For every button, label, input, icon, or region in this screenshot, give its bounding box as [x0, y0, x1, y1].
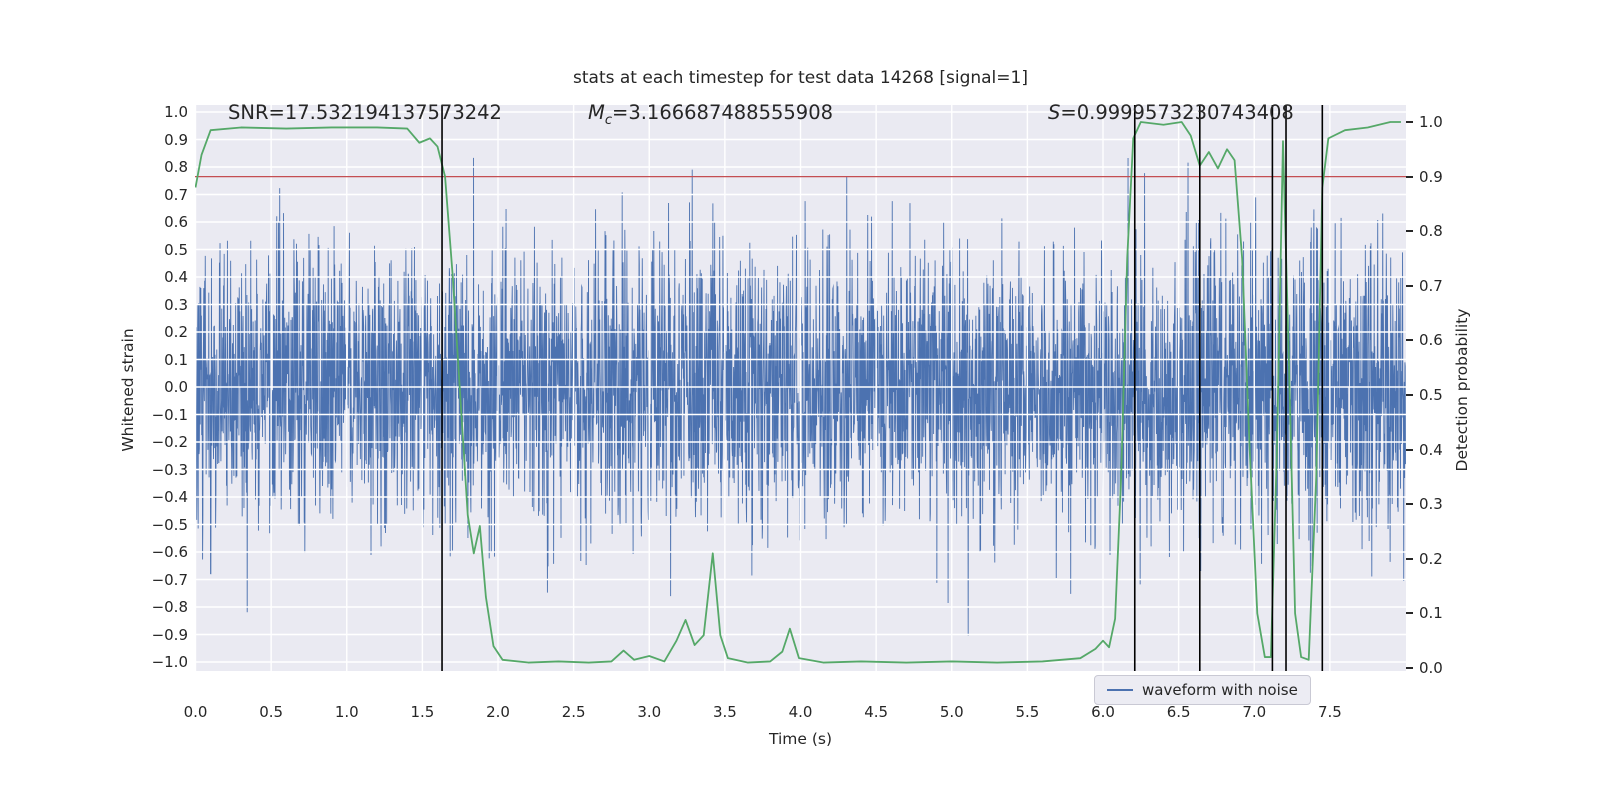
y-tick-label-left: −0.3 [151, 460, 188, 479]
annotation-snr: SNR=17.532194137573242 [228, 101, 502, 124]
y-tick-label-right: 0.9 [1419, 167, 1443, 186]
y-tick-label-left: 0.8 [164, 158, 188, 176]
y-tick-label-left: −0.5 [151, 515, 188, 534]
legend: waveform with noise [1094, 675, 1311, 705]
right-tick-mark [1406, 284, 1413, 287]
y-tick-label-right: 0.8 [1419, 222, 1443, 241]
x-tick-label: 0.0 [183, 703, 208, 721]
y-tick-label-left: 0.5 [164, 240, 188, 259]
plot-canvas [195, 105, 1406, 671]
y-tick-label-left: −1.0 [151, 653, 188, 671]
y-tick-label-right: 0.1 [1419, 604, 1443, 623]
x-axis-label: Time (s) [768, 730, 833, 748]
annotation-mc-symbol: M [588, 101, 605, 124]
legend-line-sample [1107, 689, 1133, 691]
x-tick-label: 5.0 [939, 703, 964, 721]
y-tick-label-left: 0.1 [164, 350, 188, 369]
y-tick-label-right: 0.3 [1419, 495, 1443, 514]
y-tick-label-left: −0.7 [151, 570, 188, 589]
x-tick-label: 7.0 [1242, 703, 1267, 721]
x-tick-label: 4.5 [864, 703, 889, 721]
x-tick-label: 5.5 [1015, 703, 1040, 721]
y-tick-label-left: 0.9 [164, 130, 188, 149]
right-tick-mark [1406, 448, 1413, 451]
y-tick-label-right: 1.0 [1419, 113, 1443, 131]
annotation-mc-value: =3.166687488555908 [611, 101, 834, 124]
y-tick-label-left: −0.8 [151, 598, 188, 616]
y-tick-label-left: 0.3 [164, 295, 188, 314]
x-tick-label: 6.5 [1166, 703, 1191, 721]
right-tick-mark [1406, 394, 1413, 396]
right-tick-mark [1406, 503, 1413, 506]
x-tick-label: 6.0 [1091, 703, 1115, 721]
y-tick-label-left: −0.2 [151, 433, 188, 451]
y-axis-label-right: Detection probability [1453, 308, 1471, 472]
y-tick-label-left: 1.0 [164, 103, 188, 121]
legend-label: waveform with noise [1142, 681, 1298, 699]
y-tick-label-left: 0.2 [164, 323, 188, 341]
right-tick-mark [1406, 230, 1413, 233]
y-tick-label-right: 0.7 [1419, 276, 1443, 295]
x-tick-label: 2.5 [561, 703, 586, 721]
x-tick-label: 4.0 [788, 703, 813, 721]
y-tick-label-left: −0.1 [151, 405, 188, 424]
x-tick-label: 0.5 [259, 703, 284, 721]
y-tick-label-left: 0.7 [164, 185, 188, 204]
y-tick-label-right: 0.6 [1419, 331, 1443, 350]
right-tick-mark [1406, 175, 1413, 178]
annotation-snr-text: SNR=17.532194137573242 [228, 101, 502, 124]
x-tick-label: 2.0 [486, 703, 510, 721]
y-tick-label-left: −0.9 [151, 625, 188, 644]
annotation-chirp-mass: Mc=3.166687488555908 [588, 101, 833, 128]
y-tick-label-left: 0.4 [164, 268, 188, 286]
x-tick-label: 1.0 [334, 703, 359, 721]
y-tick-label-right: 0.5 [1419, 386, 1443, 404]
y-tick-label-left: −0.6 [151, 543, 188, 561]
right-tick-mark [1406, 667, 1413, 669]
y-tick-label-left: 0.6 [164, 213, 188, 231]
x-tick-label: 1.5 [410, 703, 435, 721]
annotation-mc-subscript: c [604, 112, 612, 128]
x-tick-label: 3.5 [712, 703, 737, 721]
annotation-s-symbol: S [1048, 101, 1061, 124]
y-tick-label-right: 0.4 [1419, 440, 1443, 459]
y-tick-label-right: 0.0 [1419, 659, 1443, 677]
annotation-s-value: =0.9999573230743408 [1060, 101, 1294, 124]
x-tick-label: 7.5 [1317, 703, 1342, 721]
right-tick-mark [1406, 121, 1413, 123]
x-tick-label: 3.0 [637, 703, 662, 721]
y-tick-label-left: −0.4 [151, 488, 188, 506]
y-tick-label-right: 0.2 [1419, 549, 1443, 568]
right-tick-mark [1406, 557, 1413, 560]
chart-title: stats at each timestep for test data 142… [573, 68, 1028, 88]
y-tick-label-left: 0.0 [164, 378, 188, 396]
annotation-s-stat: S=0.9999573230743408 [1048, 101, 1294, 124]
right-tick-mark [1406, 612, 1413, 615]
right-tick-mark [1406, 339, 1413, 342]
